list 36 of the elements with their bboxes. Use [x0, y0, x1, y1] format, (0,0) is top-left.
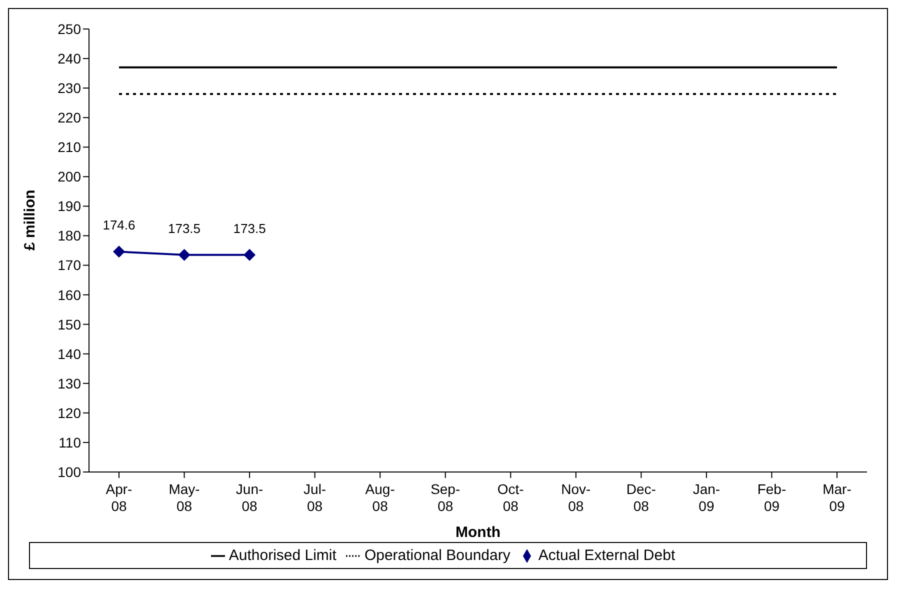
data-label: 174.6: [102, 218, 136, 233]
x-tick-label: Mar-09: [822, 481, 852, 514]
y-tick-label: 230: [58, 80, 82, 96]
x-tick-label: Jul-08: [304, 481, 326, 514]
x-tick-label: Nov-08: [561, 481, 592, 514]
x-tick-label: Dec-08: [626, 481, 656, 514]
x-tick-label: Jan-09: [692, 481, 720, 514]
x-tick-label: May-08: [168, 481, 200, 514]
y-tick-label: 160: [58, 286, 82, 303]
y-tick-label: 250: [58, 20, 82, 37]
y-tick-label: 150: [58, 316, 82, 332]
legend-label: Operational Boundary: [364, 547, 510, 564]
x-tick-label: Oct-08: [497, 481, 524, 514]
y-tick-label: 130: [58, 375, 82, 392]
x-tick-label: Aug-08: [365, 481, 396, 514]
y-axis-title: £ million: [21, 190, 38, 250]
x-tick-label: Jun-08: [236, 481, 264, 514]
y-tick-label: 100: [58, 464, 82, 480]
y-tick-label: 180: [58, 228, 82, 244]
y-tick-label: 200: [58, 168, 82, 185]
data-label: 173.5: [233, 220, 266, 236]
y-tick-label: 190: [58, 198, 82, 214]
x-tick-label: Sep-08: [430, 481, 460, 514]
y-tick-label: 220: [58, 110, 82, 126]
legend-label: Authorised Limit: [228, 547, 336, 564]
y-tick-label: 240: [58, 50, 82, 67]
y-tick-label: 140: [58, 346, 82, 362]
x-axis-title: Month: [456, 524, 500, 541]
y-tick-label: 120: [58, 404, 82, 421]
x-tick-label: Feb-09: [757, 481, 786, 514]
y-tick-label: 110: [58, 434, 82, 450]
y-tick-label: 170: [58, 257, 82, 274]
legend-label: Actual External Debt: [538, 547, 676, 564]
x-tick-label: Apr-08: [106, 481, 133, 514]
y-tick-label: 210: [58, 139, 82, 156]
data-label: 173.5: [168, 220, 201, 236]
